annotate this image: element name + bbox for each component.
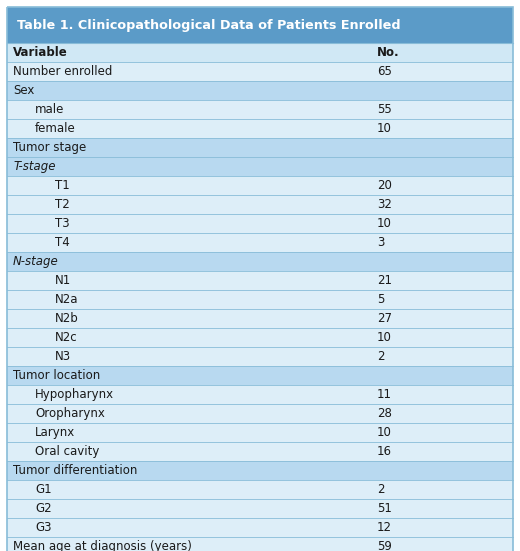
Bar	[7, 518, 513, 537]
Bar	[7, 119, 513, 138]
Bar	[7, 157, 513, 176]
Text: female: female	[35, 122, 76, 135]
Text: N2b: N2b	[55, 312, 79, 325]
Text: T1: T1	[55, 179, 70, 192]
Bar	[7, 423, 513, 442]
Bar	[7, 309, 513, 328]
Text: 2: 2	[377, 350, 384, 363]
Text: T-stage: T-stage	[13, 160, 56, 173]
Text: Oropharynx: Oropharynx	[35, 407, 105, 420]
Text: Oral cavity: Oral cavity	[35, 445, 99, 458]
Text: 28: 28	[377, 407, 392, 420]
Bar	[7, 499, 513, 518]
Text: N3: N3	[55, 350, 71, 363]
Text: T3: T3	[55, 217, 70, 230]
Text: 10: 10	[377, 217, 392, 230]
Bar	[7, 480, 513, 499]
Text: N1: N1	[55, 274, 71, 287]
Bar	[7, 43, 513, 62]
Bar	[7, 366, 513, 385]
Text: 59: 59	[377, 540, 392, 551]
Text: T4: T4	[55, 236, 70, 249]
Text: Variable: Variable	[13, 46, 68, 59]
Text: 10: 10	[377, 331, 392, 344]
Bar	[7, 290, 513, 309]
Bar	[7, 328, 513, 347]
Bar	[7, 176, 513, 195]
Bar	[7, 385, 513, 404]
Text: 27: 27	[377, 312, 392, 325]
Text: 3: 3	[377, 236, 384, 249]
Bar	[7, 233, 513, 252]
Text: Table 1. Clinicopathological Data of Patients Enrolled: Table 1. Clinicopathological Data of Pat…	[17, 19, 400, 31]
Bar	[7, 138, 513, 157]
Text: 21: 21	[377, 274, 392, 287]
Bar	[7, 195, 513, 214]
Bar	[7, 252, 513, 271]
Bar	[7, 404, 513, 423]
Text: N2a: N2a	[55, 293, 79, 306]
Text: 51: 51	[377, 502, 392, 515]
Text: 65: 65	[377, 65, 392, 78]
Text: N2c: N2c	[55, 331, 77, 344]
Text: T2: T2	[55, 198, 70, 211]
Bar	[7, 461, 513, 480]
Text: Larynx: Larynx	[35, 426, 75, 439]
Bar	[7, 81, 513, 100]
Text: G1: G1	[35, 483, 51, 496]
Text: Number enrolled: Number enrolled	[13, 65, 112, 78]
Text: Tumor location: Tumor location	[13, 369, 100, 382]
Text: male: male	[35, 103, 64, 116]
Text: Tumor stage: Tumor stage	[13, 141, 86, 154]
Text: 55: 55	[377, 103, 392, 116]
Text: 20: 20	[377, 179, 392, 192]
Text: N-stage: N-stage	[13, 255, 59, 268]
Bar	[7, 537, 513, 551]
Bar	[7, 271, 513, 290]
Text: 11: 11	[377, 388, 392, 401]
Text: Tumor differentiation: Tumor differentiation	[13, 464, 137, 477]
Text: 5: 5	[377, 293, 384, 306]
Bar	[7, 62, 513, 81]
Bar	[7, 214, 513, 233]
Text: Sex: Sex	[13, 84, 34, 97]
Text: Mean age at diagnosis (years): Mean age at diagnosis (years)	[13, 540, 192, 551]
Bar	[7, 347, 513, 366]
Text: G3: G3	[35, 521, 51, 534]
Text: 2: 2	[377, 483, 384, 496]
Bar	[7, 100, 513, 119]
Text: 10: 10	[377, 122, 392, 135]
Text: G2: G2	[35, 502, 51, 515]
Text: 12: 12	[377, 521, 392, 534]
Bar	[7, 7, 513, 43]
Text: No.: No.	[377, 46, 400, 59]
Text: 16: 16	[377, 445, 392, 458]
Text: 10: 10	[377, 426, 392, 439]
Text: Hypopharynx: Hypopharynx	[35, 388, 114, 401]
Text: 32: 32	[377, 198, 392, 211]
Bar	[7, 442, 513, 461]
